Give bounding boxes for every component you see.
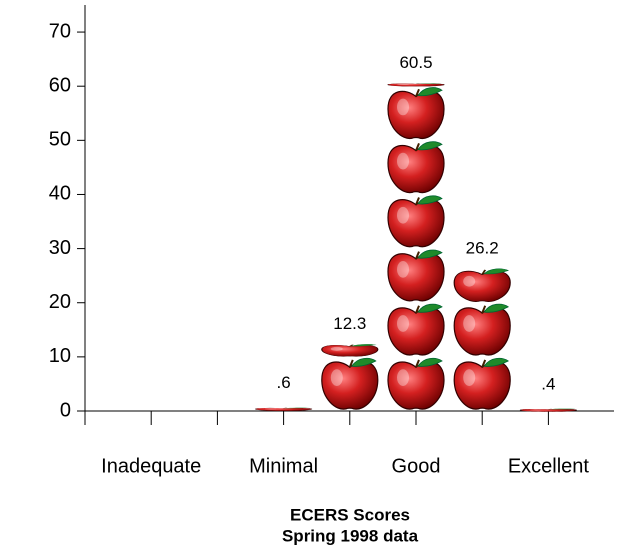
apple — [387, 87, 445, 139]
apple-leaf — [284, 407, 311, 409]
apple-stem — [348, 344, 354, 347]
y-tick-label: 40 — [49, 183, 71, 205]
apple — [321, 344, 379, 357]
apple-body — [453, 307, 511, 356]
apple-stem — [415, 251, 420, 260]
apple-stem — [415, 197, 420, 206]
y-tick-label: 60 — [49, 74, 71, 96]
apple-shine — [397, 206, 409, 224]
apple-body — [387, 83, 445, 87]
apple-body — [453, 270, 511, 302]
apple-shine — [264, 408, 277, 410]
apple — [387, 303, 445, 356]
bar — [387, 83, 445, 410]
y-tick-label: 0 — [60, 399, 71, 421]
apple-body — [387, 144, 445, 194]
apple — [387, 357, 445, 410]
apple-leaf — [417, 87, 443, 97]
apple-shine — [463, 369, 476, 386]
bar — [519, 408, 578, 412]
y-tick-label: 70 — [49, 20, 71, 42]
apple — [453, 268, 511, 302]
apple-shine — [397, 152, 409, 170]
value-label: .6 — [277, 373, 291, 392]
apple-stem — [415, 142, 420, 152]
y-tick-label: 50 — [49, 129, 71, 151]
apple-body — [453, 361, 511, 410]
apple — [519, 408, 578, 412]
apple-body — [387, 361, 445, 410]
chart-title: ECERS Scores — [290, 505, 410, 524]
apple-body — [321, 361, 379, 410]
apple — [387, 83, 445, 87]
apple-shine — [330, 369, 343, 386]
x-tick-label: Inadequate — [101, 455, 201, 477]
bar — [255, 407, 313, 411]
apple — [387, 141, 445, 194]
apple — [321, 357, 379, 410]
apple-shine — [397, 261, 409, 278]
x-tick-label: Good — [392, 455, 441, 477]
apple — [453, 303, 511, 356]
apple-stem — [481, 305, 487, 314]
apple-leaf — [417, 249, 443, 259]
apple-leaf — [483, 268, 509, 275]
apple-leaf — [351, 344, 377, 347]
apple-shine — [397, 315, 409, 332]
bar — [453, 268, 511, 410]
apple-shine — [397, 98, 409, 116]
apple-stem — [415, 305, 420, 314]
apple-leaf — [351, 357, 377, 367]
y-tick-label: 30 — [49, 237, 71, 259]
apple-stem — [481, 269, 487, 275]
apple-leaf — [417, 141, 443, 151]
value-label: 12.3 — [333, 314, 366, 333]
apple — [387, 249, 445, 302]
apple-shine — [397, 369, 409, 386]
bar — [321, 344, 379, 410]
apple-leaf — [417, 195, 443, 205]
apple — [255, 407, 313, 411]
apple-leaf — [417, 303, 443, 313]
apple-body — [387, 307, 445, 356]
value-label: 60.5 — [399, 53, 432, 72]
apple-body — [387, 90, 445, 139]
apple-shine — [463, 315, 476, 332]
apple — [387, 195, 445, 248]
apple-shine — [529, 409, 542, 411]
apple-body — [387, 198, 445, 248]
x-tick-label: Minimal — [249, 455, 318, 477]
apple-shine — [330, 346, 343, 351]
chart-subtitle: Spring 1998 data — [282, 526, 419, 545]
value-label: .4 — [541, 374, 555, 393]
apple-stem — [481, 359, 487, 368]
apple-leaf — [483, 303, 509, 313]
x-tick-label: Excellent — [508, 455, 590, 477]
apple-body — [387, 253, 445, 302]
apple-shine — [463, 275, 476, 287]
value-label: 26.2 — [466, 239, 499, 258]
apple-stem — [415, 359, 420, 368]
apple-stem — [415, 88, 420, 97]
y-tick-label: 10 — [49, 345, 71, 367]
apple-shine — [397, 84, 409, 86]
apple-body — [255, 407, 313, 411]
apple-leaf — [417, 357, 443, 367]
apple-leaf — [483, 357, 509, 367]
apple — [453, 357, 511, 410]
apple-body — [321, 345, 379, 357]
apple-stem — [348, 359, 354, 368]
apple-body — [519, 408, 578, 412]
y-tick-label: 20 — [49, 291, 71, 313]
